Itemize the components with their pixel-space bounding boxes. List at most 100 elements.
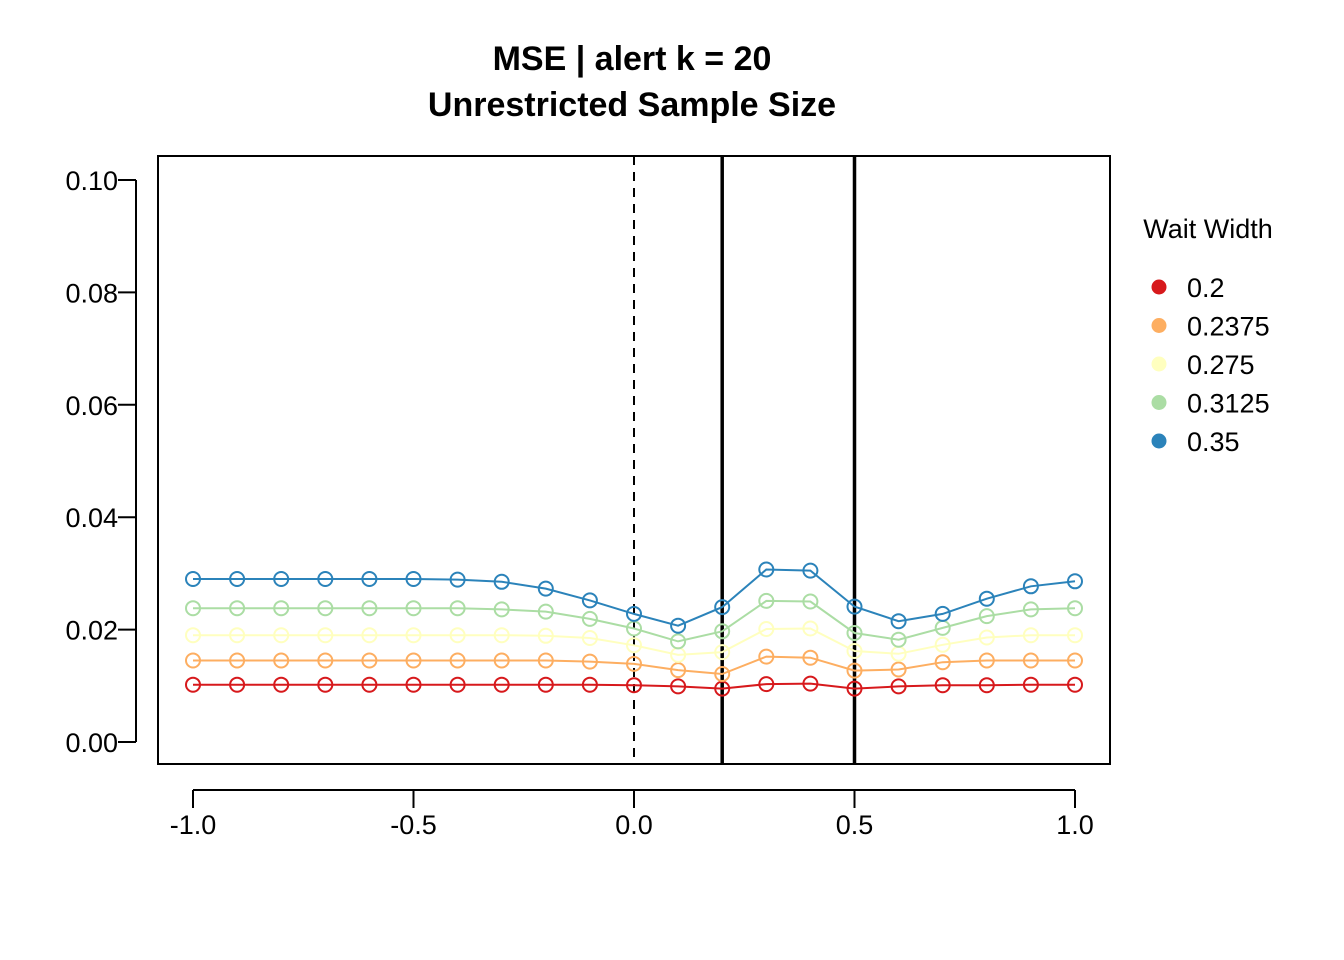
data-point [890, 678, 907, 695]
data-point [802, 562, 819, 579]
reference-lines [633, 156, 857, 764]
data-point [449, 571, 466, 588]
series-line-0 [193, 682, 1075, 690]
data-point [317, 676, 334, 693]
data-point [1067, 573, 1083, 590]
chart-title: MSE | alert k = 20 [493, 40, 772, 78]
data-point [185, 652, 201, 669]
data-point [317, 627, 334, 644]
legend-label: 0.2375 [1187, 312, 1270, 342]
data-point [978, 629, 995, 646]
legend-marker [1151, 395, 1167, 410]
data-point [273, 571, 290, 587]
data-point [758, 676, 775, 693]
data-point [493, 601, 510, 618]
data-point [714, 623, 731, 640]
series-1 [185, 648, 1083, 682]
data-point [493, 573, 510, 590]
data-point [405, 600, 422, 617]
data-point [1022, 578, 1039, 595]
data-point [185, 627, 201, 644]
data-point [1022, 601, 1039, 618]
data-point [273, 676, 290, 693]
data-point [1067, 676, 1083, 693]
data-point [846, 662, 863, 679]
data-point [1022, 627, 1039, 644]
data-point [1067, 652, 1083, 669]
data-point [581, 630, 598, 646]
data-point [626, 605, 642, 622]
data-point [581, 653, 598, 670]
data-point [978, 677, 995, 694]
data-point [714, 666, 731, 682]
series-layer [185, 561, 1083, 697]
data-point [934, 654, 951, 671]
data-point [714, 599, 731, 616]
y-tick-label: 0.02 [65, 616, 118, 646]
y-tick-label: 0.04 [65, 503, 118, 533]
data-point [1067, 600, 1083, 617]
data-point [493, 652, 510, 669]
data-point [185, 571, 201, 587]
series-line-3 [193, 599, 1076, 643]
data-point [581, 610, 598, 627]
data-point [934, 605, 951, 622]
x-tick-label: -0.5 [390, 810, 437, 840]
data-point [1022, 652, 1039, 669]
data-point [537, 676, 554, 693]
data-point [670, 678, 687, 695]
data-point [846, 680, 863, 697]
data-point [185, 676, 201, 693]
data-point [846, 625, 863, 641]
data-point [229, 600, 246, 617]
chart-subtitle: Unrestricted Sample Size [428, 86, 836, 124]
data-point [670, 617, 687, 634]
data-point [273, 600, 290, 617]
series-0 [185, 675, 1083, 697]
data-point [1022, 676, 1039, 693]
data-point [802, 649, 819, 666]
data-point [978, 608, 995, 625]
legend-marker [1151, 433, 1167, 449]
data-point [361, 676, 378, 693]
data-point [581, 676, 598, 693]
data-point [405, 652, 422, 669]
data-point [802, 593, 819, 610]
legend: Wait Width 0.2 0.2375 0.275 0.3125 0.35 [1143, 214, 1273, 457]
data-point [978, 590, 995, 607]
series-line-4 [193, 568, 1076, 627]
y-tick-label: 0.08 [65, 278, 118, 308]
x-tick-label: 0.5 [836, 810, 874, 840]
data-point [802, 620, 819, 637]
data-point [361, 627, 378, 644]
data-point [449, 627, 466, 644]
x-tick-label: 0.0 [615, 810, 653, 840]
data-point [581, 592, 598, 609]
data-point [714, 644, 731, 661]
data-point [449, 652, 466, 669]
data-point [229, 571, 246, 587]
data-point [317, 600, 334, 617]
legend-marker [1151, 318, 1167, 333]
data-point [670, 662, 687, 679]
series-line-1 [193, 655, 1075, 676]
data-point [185, 600, 201, 617]
data-point [846, 643, 863, 659]
data-point [758, 592, 775, 609]
data-point [802, 675, 819, 692]
data-point [273, 652, 290, 669]
data-point [449, 600, 466, 617]
legend-label: 0.275 [1187, 350, 1255, 380]
data-point [626, 655, 642, 672]
data-point [1067, 627, 1083, 644]
y-tick-label: 0.10 [65, 166, 118, 196]
x-tick-label: 1.0 [1056, 810, 1094, 840]
legend-title: Wait Width [1143, 214, 1273, 244]
data-point [758, 621, 775, 637]
legend-marker [1151, 356, 1167, 372]
data-point [758, 648, 775, 665]
data-point [405, 571, 422, 587]
data-point [890, 631, 907, 648]
x-axis: -1.0 -0.5 0.0 0.5 1.0 [170, 789, 1094, 840]
